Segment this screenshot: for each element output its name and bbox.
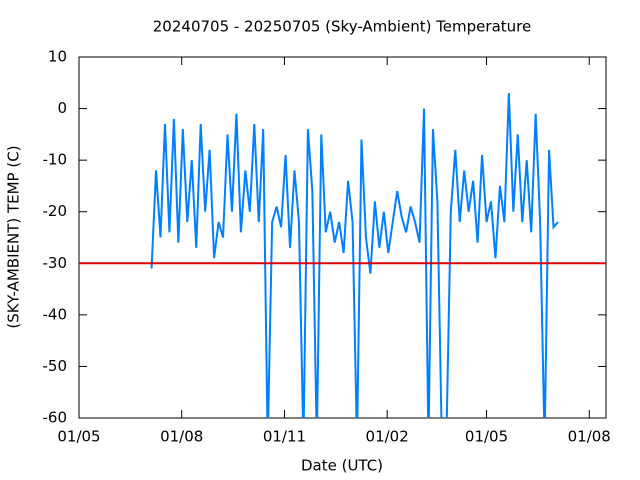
y-axis-label: (SKY-AMBIENT) TEMP (C) <box>5 145 23 328</box>
x-tick-label: 01/05 <box>465 428 508 446</box>
data-line <box>150 93 559 418</box>
y-tick-label: -30 <box>43 254 68 272</box>
y-tick-label: -40 <box>43 305 68 323</box>
y-tick-label: -60 <box>43 409 68 427</box>
y-tick-label: 10 <box>48 48 67 66</box>
y-tick-label: -20 <box>43 202 68 220</box>
x-tick-label: 01/05 <box>57 428 100 446</box>
y-tick-label: 0 <box>57 99 67 117</box>
x-tick-label: 01/02 <box>366 428 409 446</box>
plot-frame <box>78 56 607 419</box>
x-tick-label: 01/08 <box>568 428 611 446</box>
y-tick-label: -50 <box>43 357 68 375</box>
x-tick-label: 01/08 <box>160 428 203 446</box>
y-tick-label: -10 <box>43 151 68 169</box>
x-tick-label: 01/11 <box>263 428 306 446</box>
chart-title: 20240705 - 20250705 (Sky-Ambient) Temper… <box>153 18 531 36</box>
x-axis-label: Date (UTC) <box>301 457 383 475</box>
